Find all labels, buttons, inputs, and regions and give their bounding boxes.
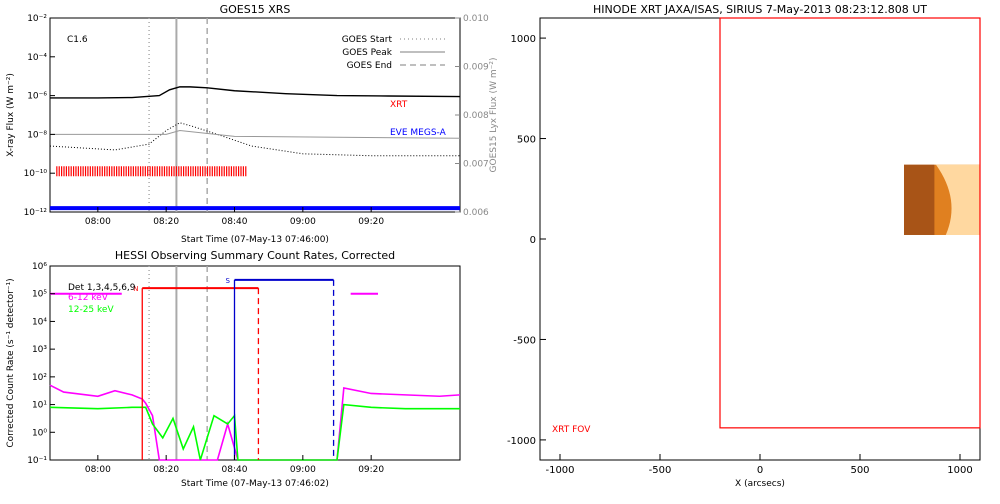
- xrt-fov-label: XRT FOV: [552, 425, 591, 435]
- xrt-y-tick-label: 500: [517, 135, 536, 146]
- goes-y-tick-label: 10⁻¹²: [24, 208, 48, 218]
- goes-x-tick-label: 08:00: [85, 217, 111, 227]
- xrt-x-tick-label: 500: [850, 465, 869, 476]
- goes-x-tick-label: 08:40: [222, 217, 248, 227]
- goes-y2-tick-label: 0.006: [463, 208, 489, 218]
- goes-legend-label: GOES Start: [342, 35, 393, 45]
- goes-title: GOES15 XRS: [220, 3, 291, 16]
- hessi-title: HESSI Observing Summary Count Rates, Cor…: [115, 249, 395, 262]
- hessi-y-tick-label: 10⁶: [32, 262, 47, 272]
- goes-y-tick-label: 10⁻¹⁰: [24, 169, 48, 179]
- hessi-y-tick-label: 10⁻¹: [27, 456, 47, 466]
- hessi-bracket-label: N: [133, 285, 138, 293]
- hessi-x-tick-label: 09:00: [290, 465, 316, 475]
- goes-legend-label: GOES End: [347, 61, 392, 71]
- hessi-plot-frame: [49, 265, 461, 461]
- xrt-y-tick-label: 0: [530, 235, 536, 246]
- xrt-x-tick-label: -1000: [545, 465, 574, 476]
- hessi-x-tick-label: 09:20: [358, 465, 384, 475]
- hessi-legend-label: 6-12 keV: [68, 293, 109, 303]
- xrt-image-dark-region: [904, 164, 935, 235]
- hessi-series-line: [49, 403, 460, 461]
- goes-y2-tick-label: 0.010: [463, 14, 489, 24]
- goes-y-axis-label: X-ray Flux (W m⁻²): [6, 73, 16, 157]
- goes-y-tick-label: 10⁻²: [27, 14, 47, 24]
- xrt-x-tick-label: -500: [649, 465, 672, 476]
- hessi-bracket-label: S: [226, 277, 231, 285]
- goes-plot-frame: [49, 17, 461, 213]
- hessi-y-tick-label: 10⁴: [32, 317, 47, 327]
- eve-label: EVE MEGS-A: [390, 128, 447, 138]
- goes-y2-tick-label: 0.008: [463, 111, 489, 121]
- hessi-legend-label: 12-25 keV: [68, 305, 114, 315]
- hessi-y-tick-label: 10²: [32, 373, 47, 383]
- xrt-y-tick-label: -500: [513, 335, 536, 346]
- xrt-y-tick-label: -1000: [507, 436, 536, 447]
- xrt-plot-frame: [539, 17, 981, 461]
- xrt-y-tick-label: 1000: [511, 34, 536, 45]
- hessi-panel: HESSI Observing Summary Count Rates, Cor…: [6, 249, 461, 489]
- goes-legend-label: GOES Peak: [342, 48, 392, 58]
- xrt-x-tick-label: 1000: [947, 465, 972, 476]
- goes-y2-tick-label: 0.007: [463, 160, 489, 170]
- hessi-detectors-label: Det 1,3,4,5,6,9: [68, 283, 136, 293]
- hessi-y-tick-label: 10⁵: [32, 290, 47, 300]
- hessi-y-axis-label: Corrected Count Rate (s⁻¹ detector⁻¹): [6, 278, 16, 447]
- hessi-y-tick-label: 10³: [32, 345, 47, 355]
- goes-series-line: [50, 86, 461, 99]
- hessi-y-tick-label: 10¹: [32, 401, 47, 411]
- xrt-label: XRT: [390, 100, 408, 110]
- hessi-y-tick-label: 10⁰: [32, 428, 47, 438]
- goes-series-line: [50, 130, 461, 139]
- hessi-series-line: [49, 384, 461, 461]
- xrt-fov-box: [719, 17, 981, 429]
- goes-x-tick-label: 09:20: [358, 217, 384, 227]
- xrt-x-tick-label: 0: [757, 465, 763, 476]
- goes-y2-tick-label: 0.009: [463, 63, 489, 73]
- xrt-title: HINODE XRT JAXA/ISAS, SIRIUS 7-May-2013 …: [593, 3, 927, 16]
- flare-class-label: C1.6: [67, 35, 88, 45]
- xrt-x-axis-label: X (arcsecs): [735, 479, 785, 489]
- goes-y-tick-label: 10⁻⁶: [27, 92, 47, 102]
- hessi-x-tick-label: 08:20: [153, 465, 179, 475]
- xrt-image-limb: [935, 164, 980, 235]
- goes-y-tick-label: 10⁻⁴: [27, 53, 47, 63]
- hessi-x-tick-label: 08:40: [222, 465, 248, 475]
- goes-panel: GOES15 XRS C1.6 XRT EVE MEGS-A GOES Start GOE…: [6, 3, 499, 245]
- goes-x-tick-label: 09:00: [290, 217, 316, 227]
- hessi-x-tick-label: 08:00: [85, 465, 111, 475]
- goes-x-tick-label: 08:20: [153, 217, 179, 227]
- goes-x-axis-label: Start Time (07-May-13 07:46:00): [181, 235, 329, 245]
- hessi-x-axis-label: Start Time (07-May-13 07:46:02): [181, 479, 329, 489]
- xrt-panel: HINODE XRT JAXA/ISAS, SIRIUS 7-May-2013 …: [507, 3, 981, 489]
- goes-y-tick-label: 10⁻⁸: [27, 130, 47, 140]
- goes-y2-axis-label: GOES15 Lyx Flux (W m⁻²): [489, 58, 499, 173]
